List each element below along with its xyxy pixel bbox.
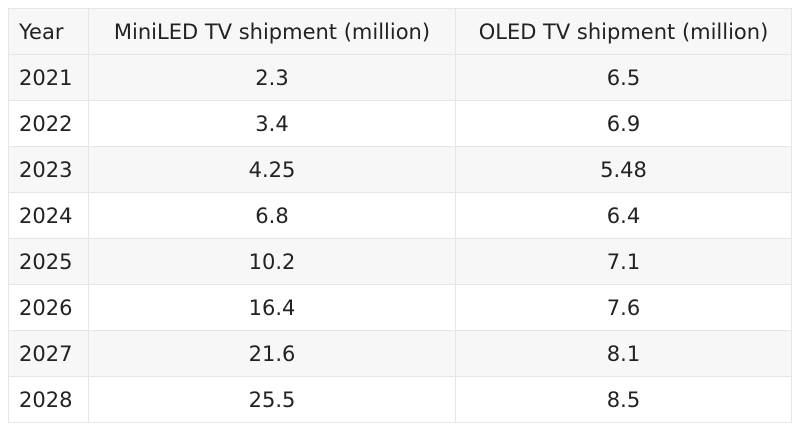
table-header: Year MiniLED TV shipment (million) OLED TV…: [8, 8, 792, 55]
table-cell: 3.4: [88, 100, 456, 147]
data-table: Year MiniLED TV shipment (million) OLED TV…: [8, 8, 792, 423]
table-row: 2024 6.8 6.4: [8, 192, 792, 239]
header-cell: MiniLED TV shipment (million): [88, 8, 456, 55]
table-row: 2028 25.5 8.5: [8, 376, 792, 423]
table-cell: 2027: [8, 330, 89, 377]
table-body: 2021 2.3 6.5 2022 3.4 6.9 2023 4.25 5.48 2024 6.8 6…: [8, 54, 792, 423]
table-cell: 2026: [8, 284, 89, 331]
table-cell: 25.5: [88, 376, 456, 423]
table-cell: 2025: [8, 238, 89, 285]
table-cell: 6.9: [455, 100, 792, 147]
table-cell: 2022: [8, 100, 89, 147]
table-row: 2021 2.3 6.5: [8, 54, 792, 101]
header-cell: Year: [8, 8, 89, 55]
table-cell: 6.8: [88, 192, 456, 239]
header-row: Year MiniLED TV shipment (million) OLED TV…: [8, 8, 792, 55]
table-cell: 2024: [8, 192, 89, 239]
table-cell: 2028: [8, 376, 89, 423]
table-row: 2023 4.25 5.48: [8, 146, 792, 193]
table-row: 2027 21.6 8.1: [8, 330, 792, 377]
table-row: 2026 16.4 7.6: [8, 284, 792, 331]
table-cell: 8.5: [455, 376, 792, 423]
table-cell: 4.25: [88, 146, 456, 193]
page: {"table": {"header": ["Year", "MiniLED T…: [0, 8, 799, 436]
table-cell: 21.6: [88, 330, 456, 377]
table-row: 2022 3.4 6.9: [8, 100, 792, 147]
table-cell: 7.6: [455, 284, 792, 331]
table-cell: 2.3: [88, 54, 456, 101]
table-cell: 2023: [8, 146, 89, 193]
table-cell: 7.1: [455, 238, 792, 285]
table-cell: 5.48: [455, 146, 792, 193]
table-row: 2025 10.2 7.1: [8, 238, 792, 285]
table-cell: 6.5: [455, 54, 792, 101]
table-cell: 6.4: [455, 192, 792, 239]
table-cell: 10.2: [88, 238, 456, 285]
table-cell: 16.4: [88, 284, 456, 331]
table-cell: 2021: [8, 54, 89, 101]
header-cell: OLED TV shipment (million): [455, 8, 792, 55]
table-cell: 8.1: [455, 330, 792, 377]
